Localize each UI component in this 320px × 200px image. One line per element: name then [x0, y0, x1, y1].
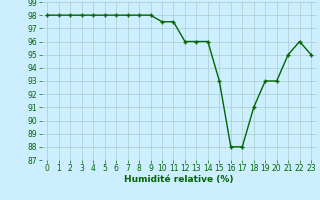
X-axis label: Humidité relative (%): Humidité relative (%) — [124, 175, 234, 184]
